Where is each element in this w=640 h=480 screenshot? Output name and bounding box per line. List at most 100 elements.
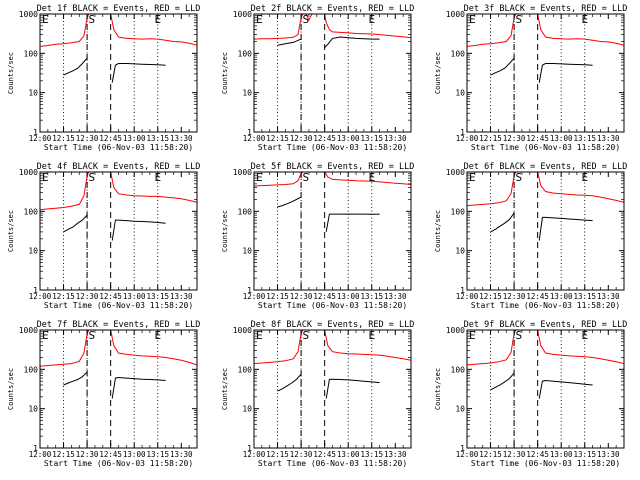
events-series-line xyxy=(325,378,380,399)
y-axis-label: Counts/sec xyxy=(434,52,442,94)
x-tick-label: 13:30 xyxy=(597,450,620,459)
y-axis-label: Counts/sec xyxy=(221,368,229,410)
series-group xyxy=(40,172,197,241)
x-tick-label: 12:00 xyxy=(29,450,52,459)
lld-series-line xyxy=(324,14,411,39)
lld-series-line xyxy=(40,330,90,367)
events-series-line xyxy=(63,214,88,233)
events-series-line xyxy=(111,219,166,241)
events-series-line xyxy=(277,373,302,392)
start-marker-e: E xyxy=(469,329,476,342)
y-tick-label: 1000 xyxy=(446,326,465,335)
panel-det-2: Det 2f BLACK = Events, RED = LLD 1 10 100 10… xyxy=(221,4,414,152)
end-marker-e: E xyxy=(581,171,588,184)
x-tick-label: 13:30 xyxy=(170,450,193,459)
events-series-line xyxy=(111,376,166,399)
y-tick-label: 1 xyxy=(33,286,38,295)
y-tick-label: 100 xyxy=(238,207,253,216)
end-marker-e: E xyxy=(154,171,161,184)
panel-title: Det 2f BLACK = Events, RED = LLD xyxy=(251,4,415,14)
events-series-line xyxy=(325,213,380,232)
x-tick-label: 13:15 xyxy=(573,450,596,459)
x-tick-label: 12:15 xyxy=(266,292,289,301)
x-tick-label: 12:15 xyxy=(52,292,75,301)
start-marker-e: E xyxy=(469,13,476,26)
x-tick-label: 12:00 xyxy=(29,292,52,301)
x-tick-label: 12:30 xyxy=(503,292,526,301)
lld-series-line xyxy=(467,330,517,366)
end-marker-e: E xyxy=(368,13,375,26)
y-tick-label: 10 xyxy=(28,89,38,98)
y-tick-label: 100 xyxy=(238,49,253,58)
panel-title: Det 6f BLACK = Events, RED = LLD xyxy=(464,162,628,172)
x-axis-label: Start Time (06-Nov-03 11:58:20) xyxy=(258,143,407,152)
x-tick-label: 12:00 xyxy=(243,134,266,143)
x-tick-label: 13:00 xyxy=(337,450,360,459)
x-tick-label: 12:15 xyxy=(479,450,502,459)
x-tick-label: 12:15 xyxy=(479,292,502,301)
lld-series-line xyxy=(110,172,197,203)
x-tick-label: 12:30 xyxy=(76,134,99,143)
events-series-line xyxy=(277,196,302,208)
y-tick-label: 100 xyxy=(451,207,466,216)
y-axis-label: Counts/sec xyxy=(221,52,229,94)
panel-title: Det 5f BLACK = Events, RED = LLD xyxy=(251,162,415,172)
y-tick-label: 1000 xyxy=(446,10,465,19)
x-tick-label: 13:30 xyxy=(170,134,193,143)
lld-series-line xyxy=(110,330,197,366)
x-tick-label: 13:00 xyxy=(550,134,573,143)
x-tick-label: 12:45 xyxy=(313,292,336,301)
y-tick-label: 100 xyxy=(24,207,39,216)
panel-det-1: Det 1f BLACK = Events, RED = LLD 1 10 100 10… xyxy=(7,4,200,152)
end-marker-e: E xyxy=(154,13,161,26)
panel-det-6: Det 6f BLACK = Events, RED = LLD 1 10 100 10… xyxy=(434,162,627,310)
x-axis-label: Start Time (06-Nov-03 11:58:20) xyxy=(471,143,620,152)
events-series-line xyxy=(490,372,515,391)
x-tick-label: 13:00 xyxy=(337,292,360,301)
y-tick-label: 1000 xyxy=(19,326,38,335)
x-tick-label: 13:15 xyxy=(146,450,169,459)
panel-det-3: Det 3f BLACK = Events, RED = LLD 1 10 100 10… xyxy=(434,4,627,152)
lld-series-line xyxy=(537,172,624,203)
x-tick-label: 12:30 xyxy=(290,134,313,143)
x-axis-label: Start Time (06-Nov-03 11:58:20) xyxy=(44,301,193,310)
lld-series-line xyxy=(537,14,624,46)
events-series-line xyxy=(490,57,515,76)
panel-title: Det 1f BLACK = Events, RED = LLD xyxy=(37,4,201,14)
x-tick-label: 12:45 xyxy=(526,450,549,459)
x-tick-label: 12:15 xyxy=(479,134,502,143)
end-marker-e: E xyxy=(581,13,588,26)
panel-det-9: Det 9f BLACK = Events, RED = LLD 1 10 100 10… xyxy=(434,320,627,468)
series-group xyxy=(254,172,411,232)
sun-marker-s: S xyxy=(88,329,95,342)
y-tick-label: 10 xyxy=(455,89,465,98)
y-tick-label: 1000 xyxy=(446,168,465,177)
sun-marker-s: S xyxy=(88,171,95,184)
y-tick-label: 1 xyxy=(460,286,465,295)
series-group xyxy=(467,172,624,241)
events-series-line xyxy=(63,371,88,386)
lld-series-line xyxy=(324,330,411,361)
sun-marker-s: S xyxy=(515,329,522,342)
y-tick-label: 10 xyxy=(242,405,252,414)
panel-title: Det 4f BLACK = Events, RED = LLD xyxy=(37,162,201,172)
y-tick-label: 100 xyxy=(451,365,466,374)
x-axis-label: Start Time (06-Nov-03 11:58:20) xyxy=(258,301,407,310)
x-axis-label: Start Time (06-Nov-03 11:58:20) xyxy=(44,459,193,468)
y-tick-label: 1 xyxy=(33,444,38,453)
panel-det-7: Det 7f BLACK = Events, RED = LLD 1 10 100 10… xyxy=(7,320,200,468)
x-tick-label: 13:15 xyxy=(573,134,596,143)
panel-title: Det 3f BLACK = Events, RED = LLD xyxy=(464,4,628,14)
x-tick-label: 13:30 xyxy=(384,450,407,459)
x-tick-label: 12:30 xyxy=(503,134,526,143)
y-axis-label: Counts/sec xyxy=(7,52,15,94)
y-tick-label: 1 xyxy=(460,128,465,137)
x-tick-label: 12:30 xyxy=(76,450,99,459)
x-tick-label: 12:00 xyxy=(243,292,266,301)
panel-det-8: Det 8f BLACK = Events, RED = LLD 1 10 100 10… xyxy=(221,320,414,468)
lld-series-line xyxy=(254,14,304,40)
x-tick-label: 13:30 xyxy=(384,292,407,301)
series-group xyxy=(254,14,411,48)
x-tick-label: 13:15 xyxy=(360,450,383,459)
